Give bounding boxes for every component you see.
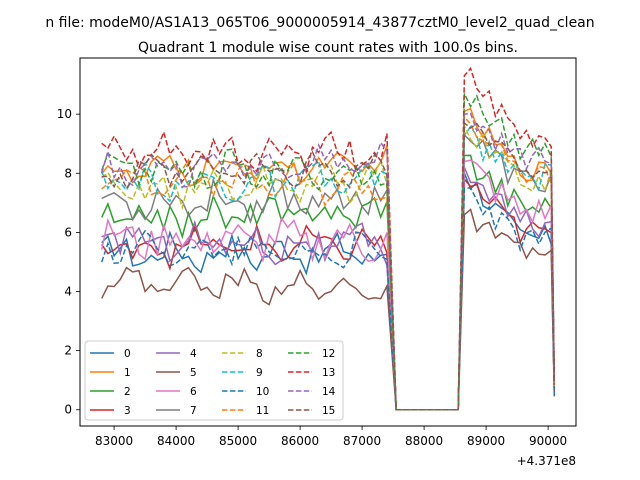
legend-label: 9 [256, 367, 263, 379]
y-tick-label: 10 [57, 107, 72, 121]
series-line-9 [100, 125, 556, 411]
series-line-14 [100, 112, 556, 411]
series-line-15 [101, 121, 556, 411]
y-tick-label: 8 [64, 166, 72, 180]
x-axis: 83000 84000 85000 86000 87000 88000 89000 90000 [95, 426, 567, 448]
legend-box [84, 340, 344, 421]
x-offset-label: +4.371e8 [517, 454, 576, 468]
x-tick-label: 83000 [95, 434, 133, 448]
series-line-7 [101, 133, 556, 411]
series-line-3 [101, 177, 556, 411]
legend-label: 4 [190, 348, 197, 360]
x-tick-label: 90000 [529, 434, 567, 448]
series-line-12 [100, 93, 556, 411]
legend-label: 13 [322, 367, 335, 379]
series-line-4 [101, 167, 556, 411]
y-tick-label: 2 [64, 344, 72, 358]
y-axis: 0 2 4 6 8 10 [57, 107, 80, 417]
legend-label: 5 [190, 367, 197, 379]
y-tick-label: 6 [64, 225, 72, 239]
series-line-0 [101, 173, 556, 411]
y-tick-label: 4 [64, 285, 72, 299]
figure-suptitle: n file: modeM0/AS1A13_065T06_9000005914_… [45, 15, 594, 31]
legend-label: 15 [322, 405, 335, 417]
legend-label: 12 [322, 348, 335, 360]
legend-label: 8 [256, 348, 263, 360]
series-line-2 [101, 154, 556, 411]
legend-label: 0 [124, 348, 131, 360]
y-tick-label: 0 [64, 403, 72, 417]
legend-label: 14 [322, 386, 336, 398]
chart-title: Quadrant 1 module wise count rates with … [138, 40, 518, 56]
series-line-6 [100, 159, 556, 411]
legend-label: 10 [256, 386, 269, 398]
plot-frame [79, 57, 577, 427]
legend-label: 7 [190, 405, 197, 417]
series-line-13 [101, 66, 556, 411]
x-tick-label: 88000 [405, 434, 443, 448]
legend-label: 3 [124, 405, 131, 417]
x-tick-label: 89000 [467, 434, 505, 448]
series-line-8 [101, 125, 556, 411]
series-line-11 [101, 115, 556, 411]
x-tick-label: 84000 [157, 434, 195, 448]
x-tick-label: 87000 [343, 434, 381, 448]
series-line-10 [100, 187, 556, 411]
legend-label: 1 [124, 367, 131, 379]
legend-label: 11 [256, 405, 269, 417]
x-tick-label: 86000 [281, 434, 319, 448]
series-line-5 [101, 208, 556, 411]
legend-label: 6 [190, 386, 197, 398]
legend-label: 2 [124, 386, 131, 398]
series-lines [100, 66, 556, 411]
x-tick-label: 85000 [219, 434, 257, 448]
